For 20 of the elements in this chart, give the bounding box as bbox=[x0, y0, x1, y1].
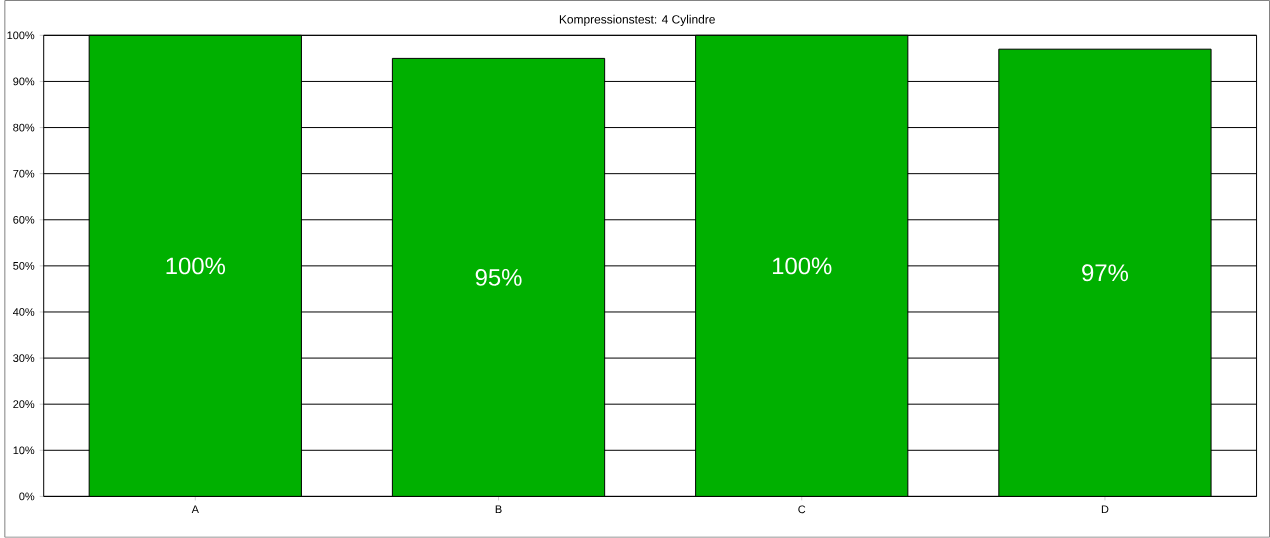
chart-title: Kompressionstest: 4 Cylindre bbox=[559, 14, 715, 27]
y-tick-label: 40% bbox=[12, 308, 35, 316]
y-tick-label: 10% bbox=[13, 446, 35, 455]
y-tick-label: 70% bbox=[13, 169, 35, 178]
y-tick-label: 20% bbox=[13, 400, 35, 409]
y-tick-label: 50% bbox=[13, 262, 35, 270]
y-tick-label: 30% bbox=[13, 354, 35, 363]
y-tick-label: 80% bbox=[13, 123, 35, 132]
x-tick-label: A bbox=[191, 505, 199, 514]
y-tick-label: 90% bbox=[13, 77, 35, 86]
x-tick-label: B bbox=[495, 505, 502, 514]
x-tick-label: C bbox=[798, 505, 806, 514]
y-tick-label: 100% bbox=[7, 31, 35, 40]
data-label: 97% bbox=[1082, 264, 1129, 282]
x-tick-label: D bbox=[1101, 505, 1109, 514]
data-label: 95% bbox=[475, 269, 522, 286]
y-tick-label: 0% bbox=[19, 492, 35, 501]
data-label: 100% bbox=[166, 257, 225, 275]
y-tick-label: 60% bbox=[13, 216, 35, 224]
data-label: 100% bbox=[772, 257, 832, 275]
